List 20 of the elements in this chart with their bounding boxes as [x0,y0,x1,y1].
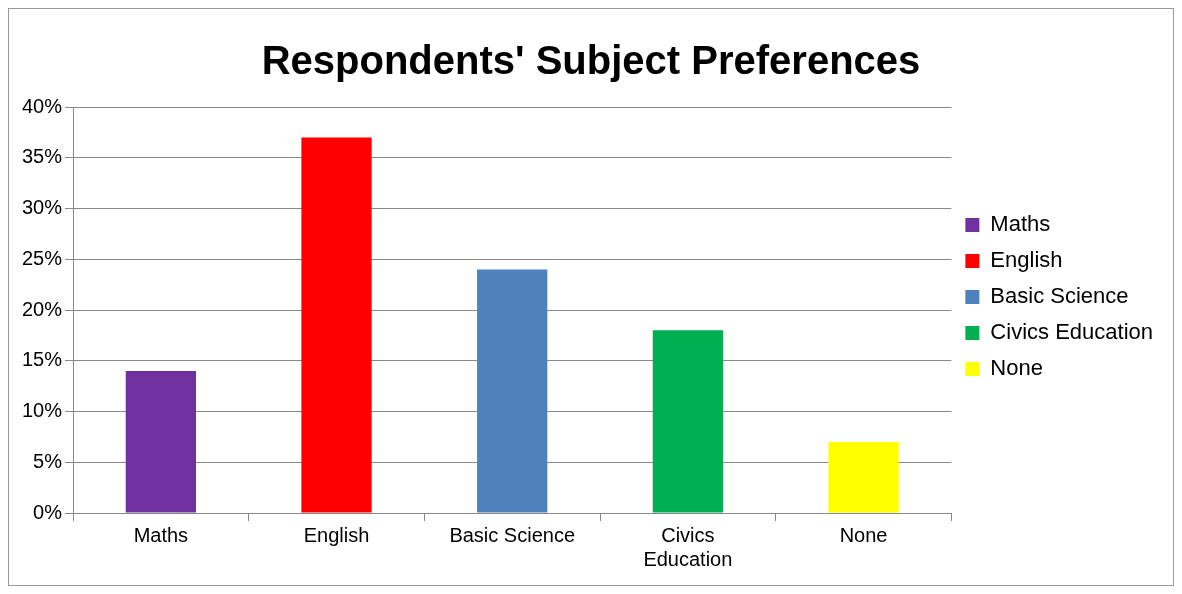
y-tick-label: 5% [33,449,63,472]
x-tick-label: English [303,523,370,546]
chart-title: Respondents' Subject Preferences [261,38,921,83]
legend-label: Basic Science [990,283,1129,309]
y-tick-label: 10% [22,399,63,422]
y-tick-label: 35% [22,145,63,168]
legend-label: Civics Education [990,319,1154,345]
y-tick-label: 40% [22,94,63,117]
x-tick-label: Civics Education [643,523,733,570]
x-tick-label: None [839,523,888,546]
y-tick-label: 15% [22,348,63,371]
x-tick-label: Maths [133,523,189,546]
legend-label: None [990,355,1043,381]
y-tick-label: 25% [22,246,63,269]
legend-label: English [990,247,1063,273]
y-tick-label: 30% [22,196,63,219]
y-tick-label: 20% [22,297,63,320]
y-tick-label: 0% [33,500,63,523]
x-tick-label: Basic Science [449,523,576,546]
legend-label: Maths [990,211,1051,237]
